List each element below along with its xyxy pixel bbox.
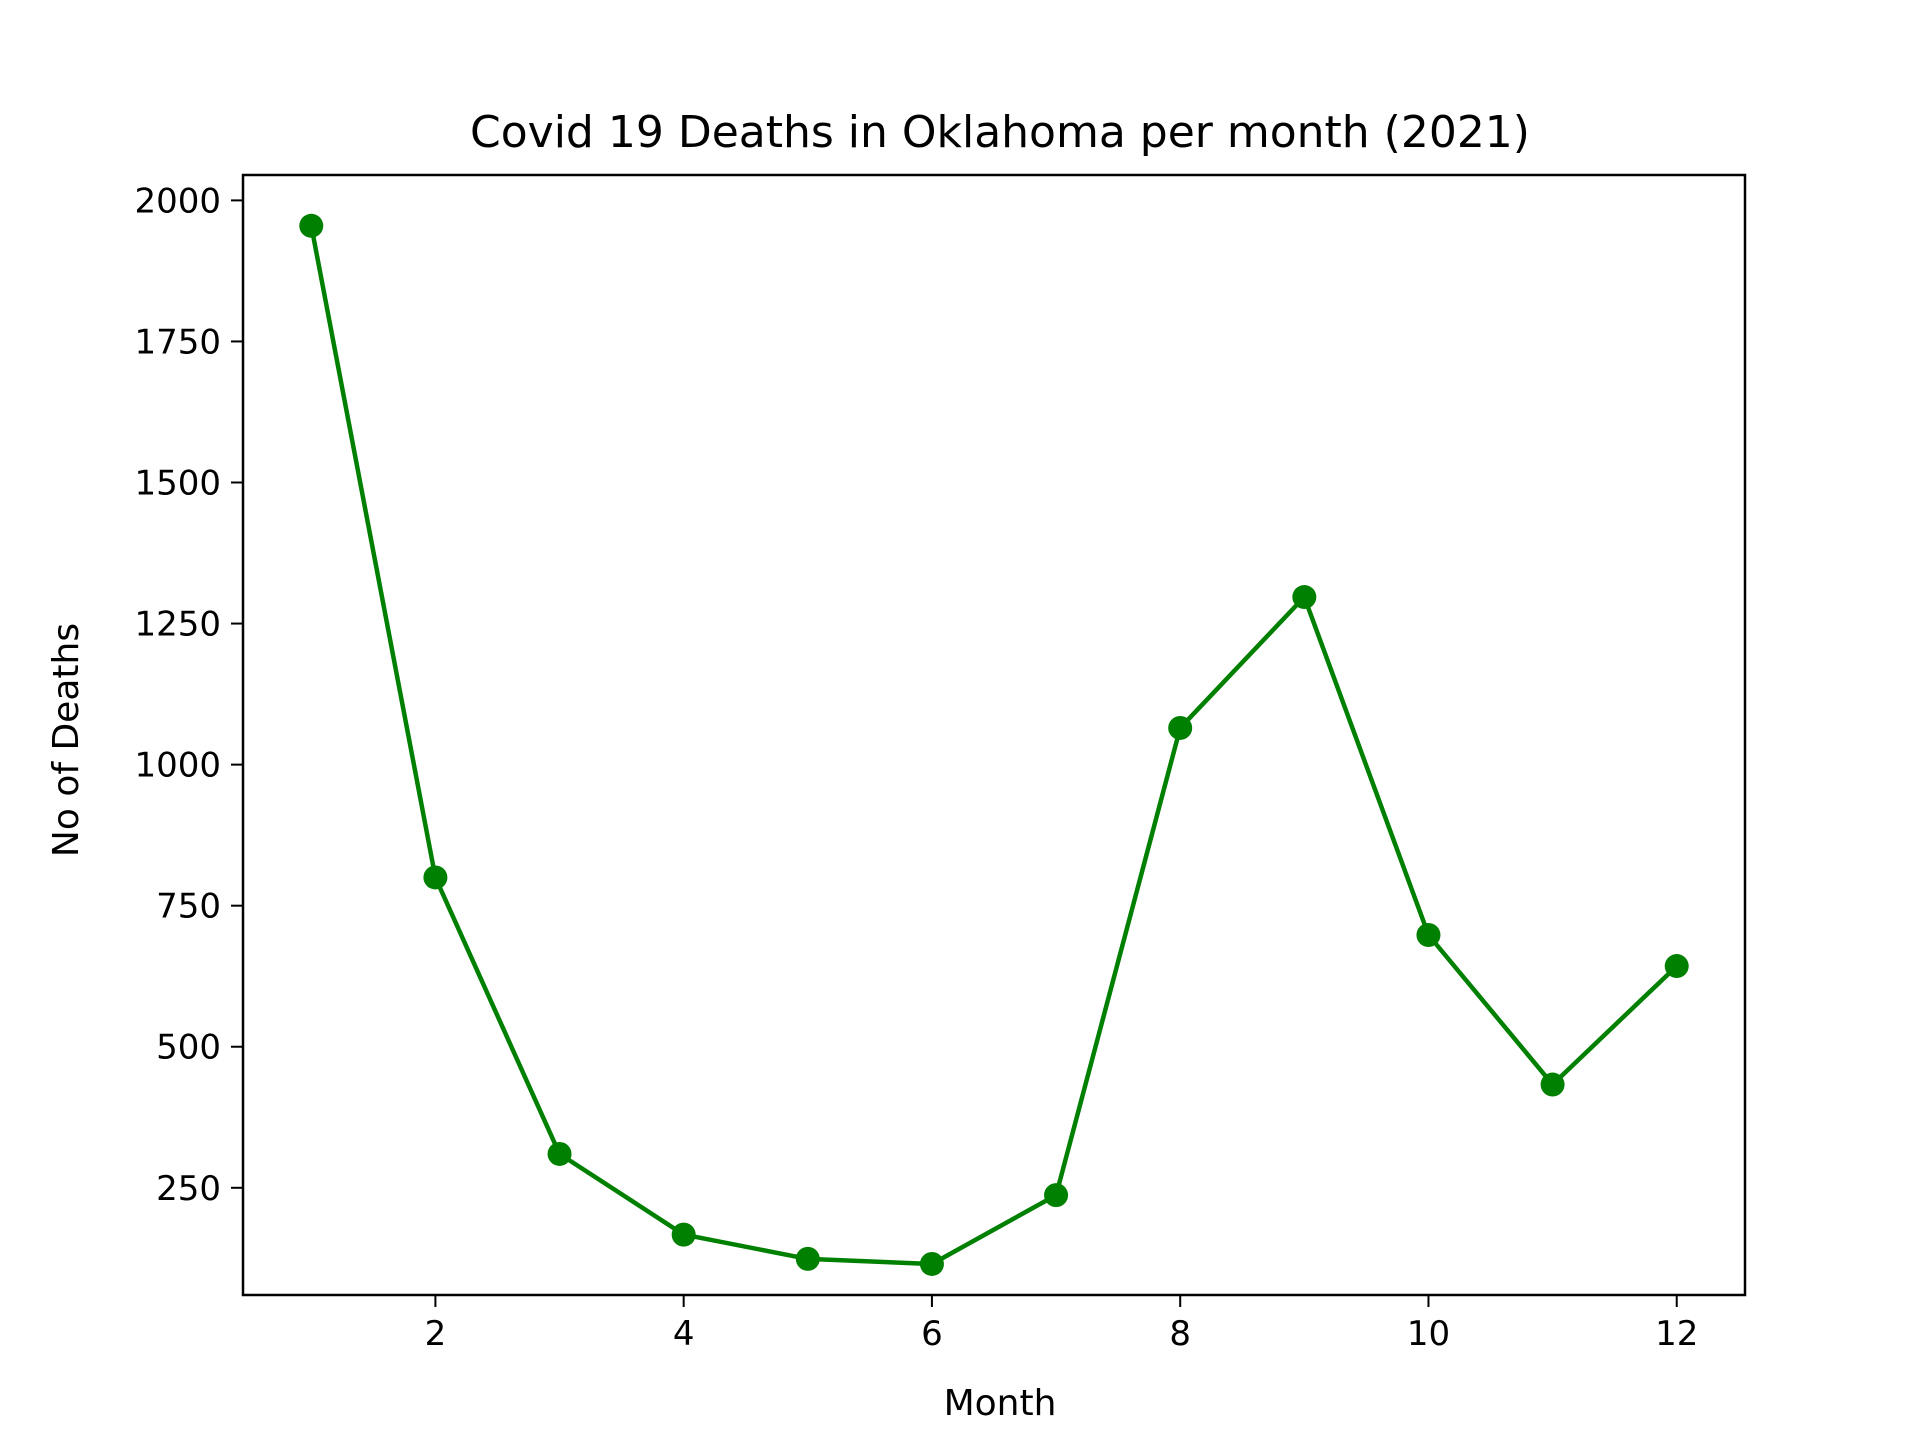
x-tick-label: 12: [1655, 1314, 1698, 1354]
y-tick-label: 500: [156, 1028, 221, 1068]
data-point: [423, 865, 448, 890]
y-axis-label: No of Deaths: [46, 623, 87, 857]
y-tick-label: 250: [156, 1169, 221, 1209]
data-point: [1416, 923, 1441, 948]
y-tick-label: 2000: [134, 181, 221, 221]
x-tick-label: 2: [425, 1314, 447, 1354]
data-point: [1044, 1183, 1069, 1208]
x-tick-label: 8: [1169, 1314, 1191, 1354]
data-point: [1664, 954, 1689, 979]
data-point: [1168, 715, 1193, 740]
y-tick-label: 1750: [134, 322, 221, 362]
data-point: [547, 1141, 572, 1166]
plot-area: 2 4 6 8 10 12 250 500 750 1000 1250 1500 1750 2000: [134, 173, 1747, 1354]
data-point: [919, 1251, 944, 1276]
y-tick-label: 750: [156, 887, 221, 927]
series-line: [309, 223, 1679, 1267]
data-point: [299, 213, 324, 238]
x-tick-label: 4: [673, 1314, 695, 1354]
y-tick-label: 1500: [134, 464, 221, 504]
data-point: [671, 1222, 696, 1247]
data-point: [1540, 1072, 1565, 1097]
data-point: [795, 1246, 820, 1271]
y-tick-label: 1000: [134, 746, 221, 786]
chart-title: Covid 19 Deaths in Oklahoma per month (2…: [470, 107, 1530, 158]
y-tick-label: 1250: [134, 605, 221, 645]
plot-frame: [241, 173, 1747, 1297]
x-axis-label: Month: [944, 1383, 1057, 1424]
data-point: [1292, 585, 1317, 610]
x-tick-label: 6: [921, 1314, 943, 1354]
x-tick-label: 10: [1407, 1314, 1450, 1354]
